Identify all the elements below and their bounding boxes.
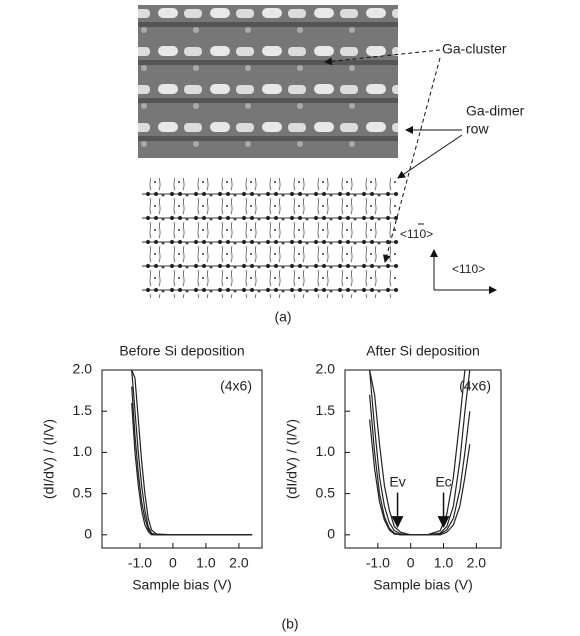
y-tick-label: 2.0 [316,361,336,377]
note: (4x6) [220,378,252,394]
x-tick-label: 1.0 [196,555,216,571]
y-tick-label: 0 [84,526,92,542]
arrow [324,49,441,66]
x-tick-label: 0 [169,555,177,571]
x-tick-label: 2.0 [467,555,487,571]
y-tick-label: 2.0 [73,361,93,377]
x-tick-label: 0 [407,555,415,571]
data-line [131,369,253,536]
plot-frame [101,369,263,549]
x-tick-label: -1.0 [366,555,390,571]
chart-title: Before Si deposition [119,343,244,359]
y-axis-label: (dI/dV) / (I/V) [284,419,300,499]
lattice-schematic [142,178,398,298]
y-tick-label: 1.5 [316,402,336,418]
annotation: Ev [389,473,405,489]
y-tick-label: 1.5 [73,402,93,418]
y-tick-label: 0.5 [316,484,336,500]
data-line [369,369,466,536]
direction-label: <110> [452,262,485,276]
label: row [466,121,489,137]
y-tick-label: 0 [327,526,335,542]
data-line [131,369,253,536]
y-axis-label: (dI/dV) / (I/V) [41,419,57,499]
y-tick-label: 1.0 [316,443,336,459]
x-tick-label: 2.0 [229,555,249,571]
y-tick-label: 0.5 [73,484,93,500]
annotation: Ec [435,473,451,489]
label: Ga-cluster [442,41,507,57]
panel-label: (b) [281,616,298,632]
stm-image [138,5,398,158]
data-line [131,402,253,536]
arrow [382,57,441,263]
x-tick-label: 1.0 [434,555,454,571]
x-tick-label: -1.0 [128,555,152,571]
direction-label: <110> [400,227,433,241]
x-axis-label: Sample bias (V) [373,577,473,593]
x-axis-label: Sample bias (V) [132,577,232,593]
arrow [397,134,463,179]
panel-label: (a) [274,309,291,325]
label: Ga-dimer [466,103,525,119]
chart-title: After Si deposition [366,343,480,359]
data-line [131,386,253,536]
plot-frame [344,369,502,549]
y-tick-label: 1.0 [73,443,93,459]
data-line [369,419,471,536]
